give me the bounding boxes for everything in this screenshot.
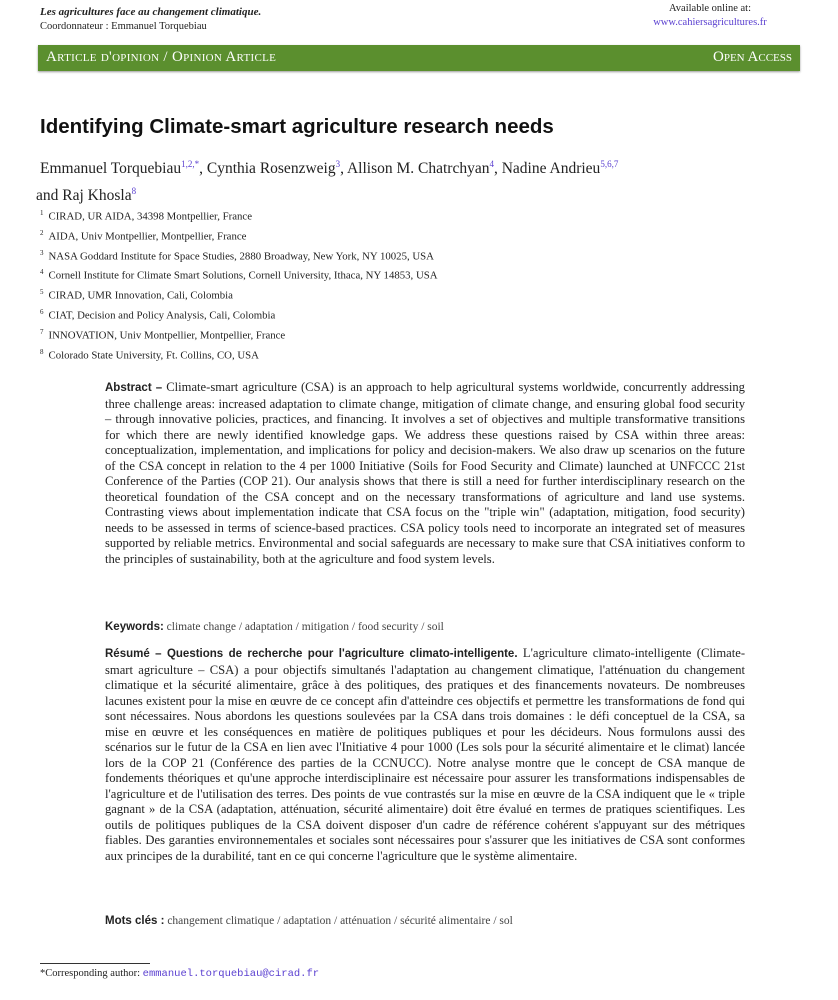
resume-text: L'agriculture climato-intelligente (Clim… bbox=[105, 646, 746, 863]
author: Raj Khosla bbox=[62, 187, 132, 205]
affiliation-text: INNOVATION, Univ Montpellier, Montpellie… bbox=[48, 329, 286, 342]
affiliation: 8 Colorado State University, Ft. Collins,… bbox=[40, 344, 438, 364]
open-access-label: Open Access bbox=[713, 49, 792, 65]
article-type-banner: Article d'opinion / Opinion Article Open… bbox=[38, 45, 800, 71]
author-affiliation-ref[interactable]: 4 bbox=[489, 159, 494, 169]
separator: , bbox=[340, 160, 347, 178]
affiliation: 5 CIRAD, UMR Innovation, Cali, Colombia bbox=[40, 284, 438, 304]
available-label: Available online at: bbox=[668, 3, 752, 14]
author: Cynthia Rosenzweig bbox=[206, 160, 336, 178]
keywords: Keywords: climate change / adaptation / … bbox=[105, 621, 444, 633]
affiliation-number: 8 bbox=[40, 347, 44, 356]
separator: , bbox=[199, 160, 207, 178]
affiliation-number: 7 bbox=[40, 327, 44, 336]
affiliation-number: 1 bbox=[40, 209, 44, 217]
affiliation-text: CIRAD, UMR Innovation, Cali, Colombia bbox=[48, 289, 233, 302]
author-affiliation-ref[interactable]: 1,2,* bbox=[181, 159, 200, 169]
abstract-text: Climate-smart agriculture (CSA) is an ap… bbox=[105, 380, 745, 566]
resume: Résumé – Questions de recherche pour l'a… bbox=[105, 646, 745, 864]
author: Allison M. Chatrchyan bbox=[346, 160, 490, 178]
affiliation-number: 6 bbox=[40, 307, 44, 316]
affiliation: 1 CIRAD, UR AIDA, 34398 Montpellier, Fran… bbox=[40, 205, 438, 225]
affiliation-text: Cornell Institute for Climate Smart Solu… bbox=[48, 269, 438, 282]
affiliation-text: Colorado State University, Ft. Collins, … bbox=[48, 349, 259, 362]
separator: and bbox=[36, 187, 63, 205]
open-access-badge: Open Access bbox=[713, 49, 792, 66]
corresponding-email-link[interactable]: emmanuel.torquebiau@cirad.fr bbox=[142, 968, 320, 980]
author-list: Emmanuel Torquebiau1,2,*, Cynthia Rosenz… bbox=[36, 153, 780, 207]
affiliation: 7 INNOVATION, Univ Montpellier, Montpelli… bbox=[40, 324, 438, 344]
keywords-label: Keywords: bbox=[105, 621, 164, 633]
separator: , bbox=[493, 160, 502, 178]
abstract-label: Abstract – bbox=[105, 382, 163, 394]
journal-series-title: Les agricultures face au changement clim… bbox=[40, 6, 262, 18]
affiliation-number: 3 bbox=[40, 248, 44, 257]
author: Emmanuel Torquebiau bbox=[40, 160, 182, 178]
footnote: *Corresponding author: emmanuel.torquebi… bbox=[40, 968, 319, 980]
affiliation-number: 4 bbox=[40, 268, 44, 277]
author-affiliation-ref[interactable]: 8 bbox=[131, 186, 137, 197]
abstract: Abstract – Climate-smart agriculture (CS… bbox=[105, 380, 745, 567]
affiliation-text: CIAT, Decision and Policy Analysis, Cali… bbox=[48, 309, 276, 322]
article-type: Article d'opinion / Opinion Article bbox=[46, 49, 277, 65]
page-title: Identifying Climate-smart agriculture re… bbox=[40, 115, 554, 138]
affiliation-number: 2 bbox=[40, 228, 44, 237]
author-affiliation-ref[interactable]: 5,6,7 bbox=[600, 159, 619, 169]
keywords-text: climate change / adaptation / mitigation… bbox=[166, 621, 444, 633]
resume-label: Résumé – Questions de recherche pour l'a… bbox=[105, 648, 518, 660]
mots-cles-label: Mots clés : bbox=[105, 915, 165, 927]
affiliation: 4 Cornell Institute for Climate Smart Sol… bbox=[40, 264, 438, 284]
affiliation: 6 CIAT, Decision and Policy Analysis, Cal… bbox=[40, 304, 438, 324]
journal-site-link[interactable]: www.cahiersagricultures.fr bbox=[653, 17, 767, 28]
mots-cles-text: changement climatique / adaptation / att… bbox=[167, 915, 513, 927]
mots-cles: Mots clés : changement climatique / adap… bbox=[105, 915, 513, 927]
footnote-divider bbox=[40, 963, 150, 964]
coordinator: Coordonnateur : Emmanuel Torquebiau bbox=[40, 21, 207, 32]
author: Nadine Andrieu bbox=[501, 160, 601, 178]
affiliation: 3 NASA Goddard Institute for Space Studie… bbox=[40, 245, 438, 265]
affiliation-number: 5 bbox=[40, 288, 44, 297]
author-affiliation-ref[interactable]: 3 bbox=[335, 159, 341, 169]
affiliation: 2 AIDA, Univ Montpellier, Montpellier, Fr… bbox=[40, 225, 438, 245]
affiliation-list: 1 CIRAD, UR AIDA, 34398 Montpellier, Fran… bbox=[40, 205, 438, 363]
availability: Available online at: www.cahiersagricult… bbox=[640, 2, 780, 30]
affiliation-text: NASA Goddard Institute for Space Studies… bbox=[48, 250, 434, 263]
affiliation-text: AIDA, Univ Montpellier, Montpellier, Fra… bbox=[48, 230, 247, 243]
affiliation-text: CIRAD, UR AIDA, 34398 Montpellier, Franc… bbox=[48, 210, 253, 223]
footnote-label: *Corresponding author: bbox=[40, 968, 141, 979]
